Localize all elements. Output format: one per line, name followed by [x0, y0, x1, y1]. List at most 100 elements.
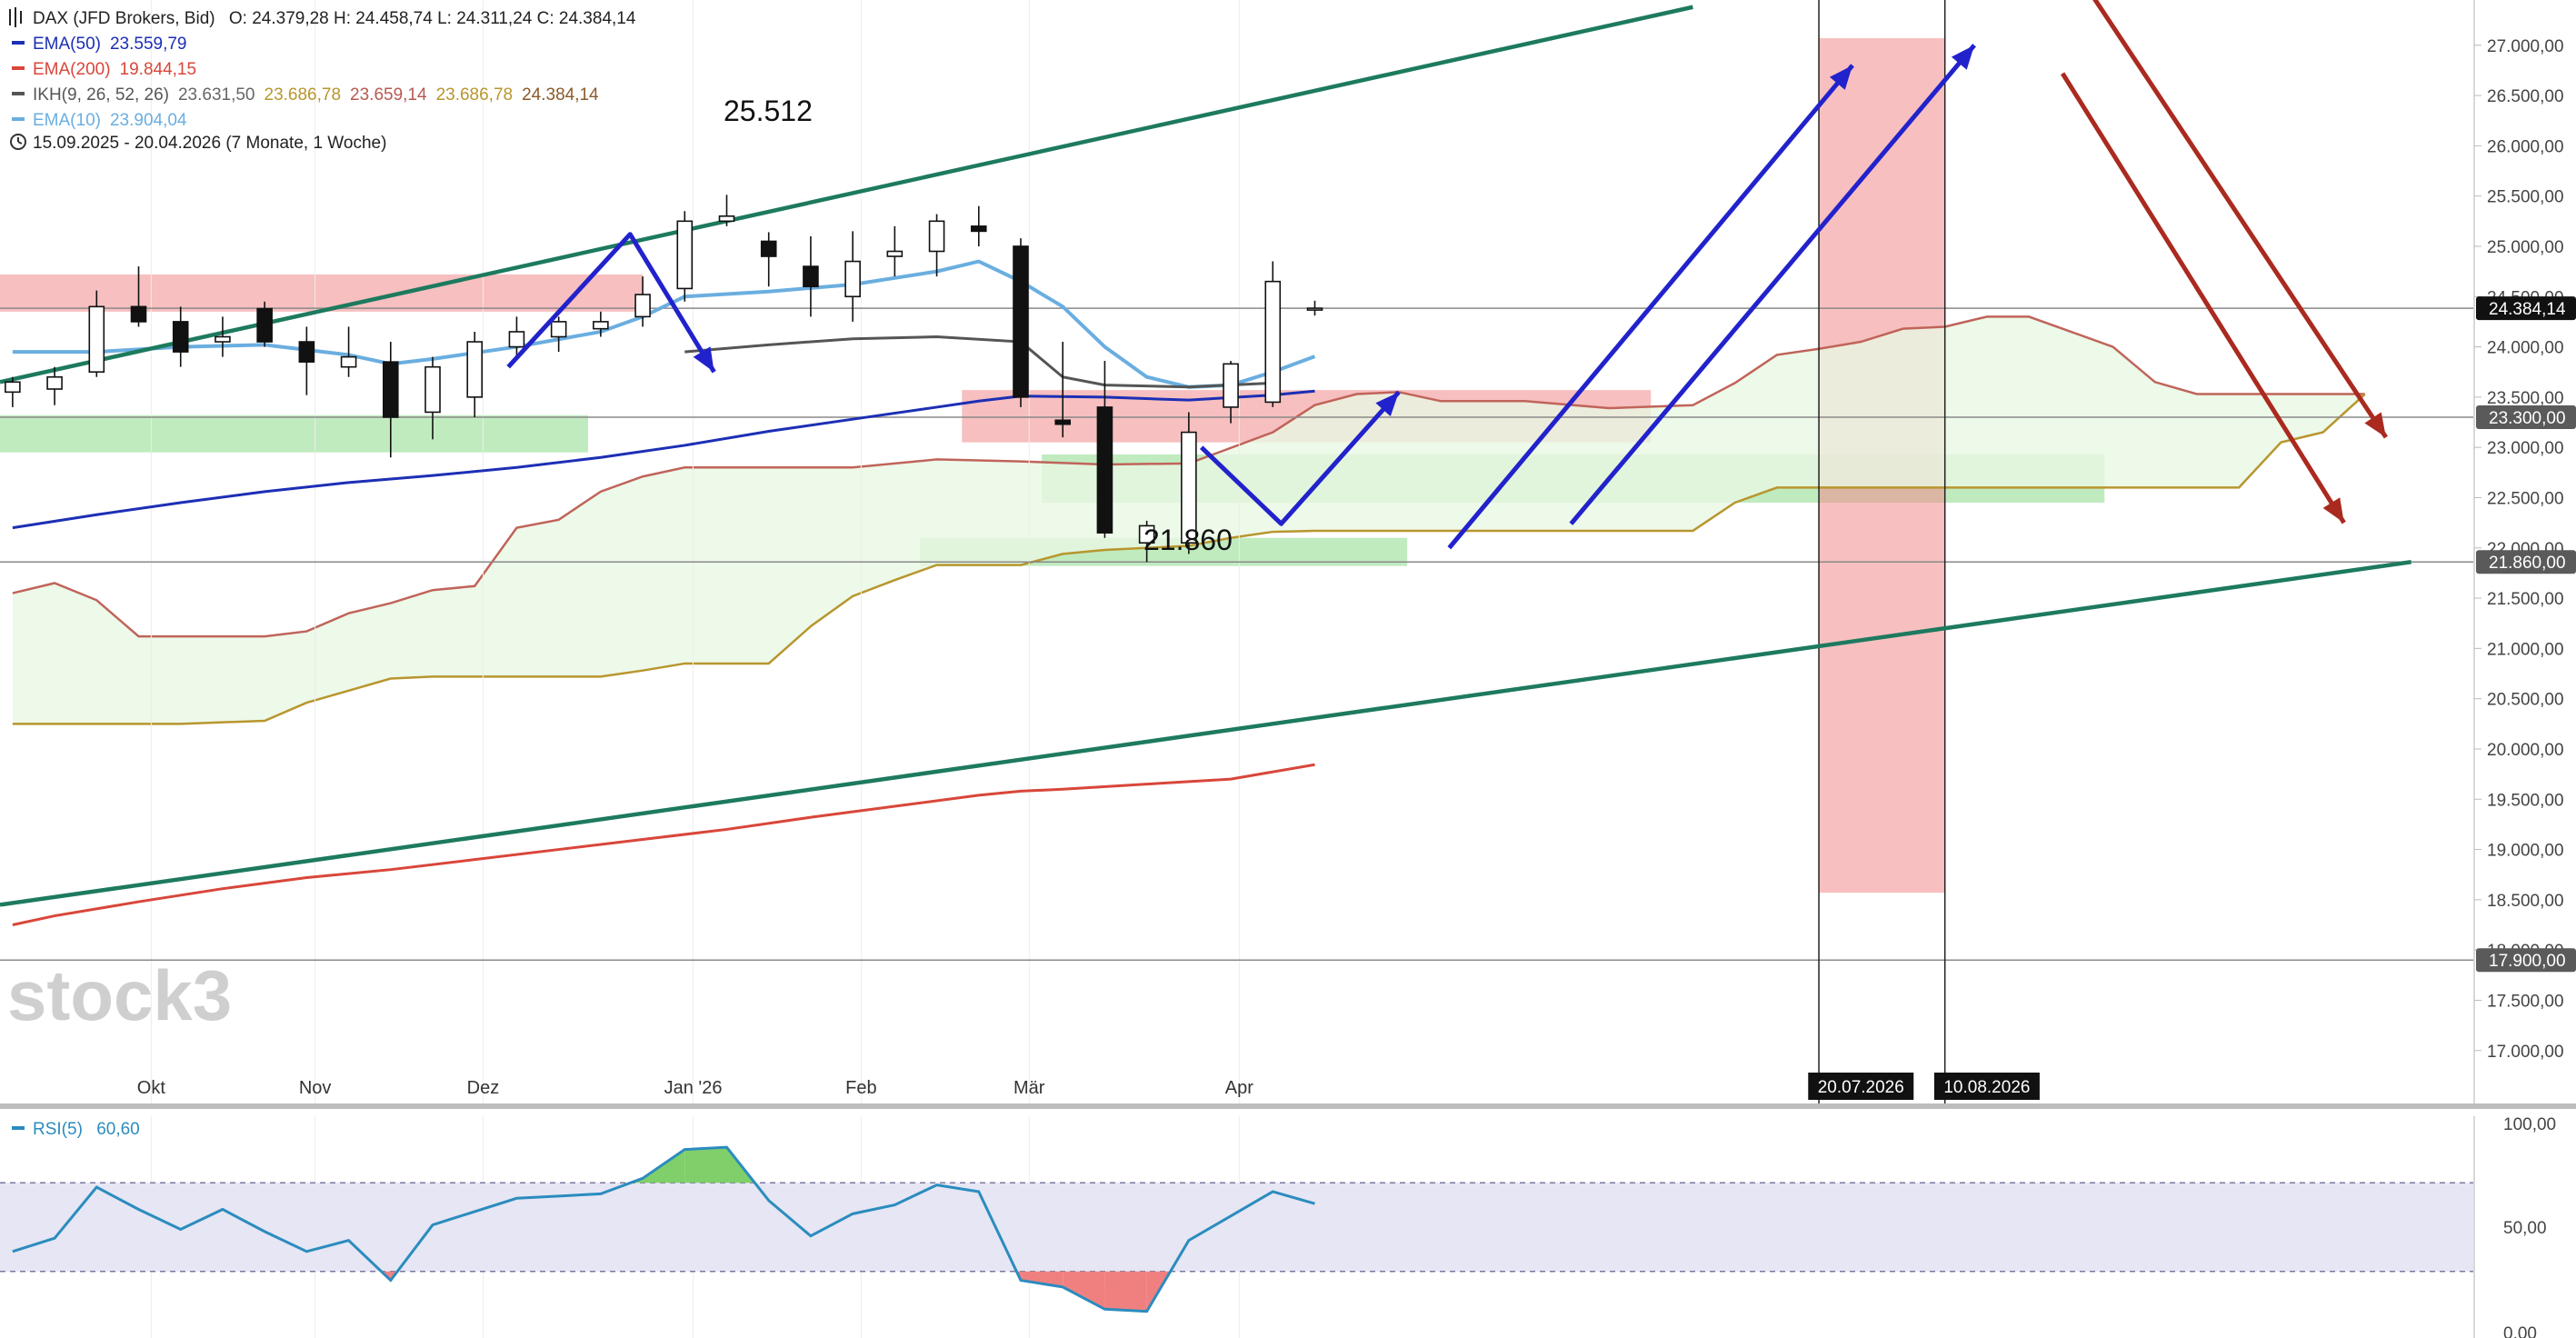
- price-tick-label-16: 25.000,00: [2487, 238, 2564, 257]
- candle-body-24: [1013, 245, 1029, 398]
- senkou-span-b-line: [12, 393, 2366, 725]
- channel-trendline-0: [0, 5, 1693, 384]
- month-label-4: Feb: [845, 1078, 876, 1098]
- candle-body-26: [1096, 406, 1113, 534]
- rsi-legend: RSI(5) 60,60: [12, 1120, 140, 1139]
- legend: DAX (JFD Brokers, Bid) O: 24.379,28 H: 2…: [9, 7, 636, 153]
- forecast-arrow-head-1: [1375, 392, 1399, 417]
- price-tick-label-13: 23.500,00: [2487, 389, 2564, 408]
- series-line-ema-50-: [12, 389, 1315, 530]
- candle-body-15: [634, 294, 651, 318]
- rsi-oversold-fill-25: [1063, 1271, 1105, 1310]
- forecast-arrow-head-0: [693, 346, 714, 373]
- trendlines-layer: [0, 5, 2411, 907]
- clock-icon: [10, 134, 26, 150]
- candle-body-8: [340, 355, 357, 368]
- month-label-5: Mär: [1013, 1078, 1045, 1098]
- forecast-arrow-2: [1447, 64, 1854, 550]
- candle-body-29: [1223, 363, 1239, 408]
- legend-item-value-2-4: 24.384,14: [522, 85, 599, 105]
- price-tag-box-2: [2476, 550, 2576, 574]
- price-tags: 24.384,14 23.300,00 21.860,00 17.900,00 20.0…: [1808, 296, 2576, 1100]
- rsi-neutral-band: [0, 1183, 2474, 1272]
- rsi-oversold-fill-26: [1104, 1271, 1147, 1312]
- price-tick-label-14: 24.000,00: [2487, 339, 2564, 358]
- legend-item-value-2-0: 23.631,50: [178, 85, 255, 105]
- forecast-arrow-4: [2092, 0, 2389, 439]
- price-tick-label-4: 19.000,00: [2487, 842, 2564, 861]
- price-tick-label-11: 22.500,00: [2487, 489, 2564, 508]
- rsi-legend-text: RSI(5) 60,60: [33, 1120, 140, 1139]
- price-tick-label-8: 21.000,00: [2487, 640, 2564, 659]
- legend-item-label-1: EMA(200): [33, 60, 111, 79]
- price-tag-box-0: [2476, 296, 2576, 321]
- candle-body-17: [718, 215, 735, 223]
- candle-body-27: [1138, 524, 1155, 544]
- time-axis[interactable]: Okt Nov Dez Jan '26 Feb Mär Apr: [137, 1078, 1253, 1098]
- high-annotation: 25.512: [724, 95, 813, 127]
- candle-body-4: [172, 321, 189, 353]
- price-tag-box-1: [2476, 404, 2576, 429]
- rsi-pane: RSI(5) 60,60 0,00 50,00 100,00: [0, 1115, 2556, 1338]
- rsi-legend-label: RSI(5): [33, 1120, 83, 1139]
- forecast-arrow-head-5: [2322, 497, 2344, 524]
- support-zone-2: [0, 414, 588, 453]
- price-tag-label-0: 24.384,14: [2489, 300, 2566, 319]
- candles-layer: [5, 195, 1323, 563]
- instrument-name: DAX (JFD Brokers, Bid): [33, 9, 215, 28]
- price-tick-label-6: 20.000,00: [2487, 741, 2564, 760]
- month-label-0: Okt: [137, 1078, 166, 1098]
- price-tag-label-2: 21.860,00: [2489, 554, 2566, 573]
- legend-item-label-0: EMA(50): [33, 35, 101, 54]
- price-tick-label-0: 17.000,00: [2487, 1043, 2564, 1062]
- rsi-overbought-fill-16: [684, 1147, 727, 1183]
- candle-body-16: [676, 220, 694, 290]
- price-tick-label-12: 23.000,00: [2487, 439, 2564, 458]
- candle-body-30: [1264, 280, 1282, 404]
- rsi-line: [12, 1145, 1315, 1313]
- series-line-ema-200-: [12, 763, 1315, 926]
- rsi-tick-label-1: 50,00: [2503, 1219, 2547, 1238]
- legend-item-value-2-2: 23.659,14: [350, 85, 427, 105]
- legend-item-value-3: 23.904,04: [110, 111, 187, 130]
- legend-item-1: EMA(200) 19.844,15: [33, 60, 196, 79]
- forecast-arrow-head-2: [1829, 65, 1853, 90]
- forecast-arrow-0: [506, 232, 716, 374]
- low-annotation: 21.860: [1143, 524, 1233, 556]
- forecast-arrow-3: [1569, 44, 1976, 525]
- grid-layer: [0, 0, 2474, 1338]
- channel-trendline-1: [0, 560, 2411, 907]
- candle-body-22: [928, 220, 945, 253]
- price-tag-box-3: [2476, 948, 2576, 973]
- date-tag-label-1: 10.08.2026: [1943, 1078, 2030, 1097]
- price-tick-label-19: 26.500,00: [2487, 87, 2564, 106]
- candle-body-28: [1181, 431, 1197, 544]
- candle-body-0: [5, 381, 21, 394]
- legend-item-3: EMA(10) 23.904,04: [33, 111, 187, 130]
- legend-item-value-1: 19.844,15: [120, 60, 197, 79]
- legend-items: EMA(50) 23.559,79 EMA(200) 19.844,15 IKH(9, …: [12, 35, 599, 130]
- instrument-icon[interactable]: [9, 7, 22, 27]
- candle-body-21: [886, 250, 904, 257]
- legend-item-value-2-3: 23.686,78: [436, 85, 514, 105]
- price-tick-label-1: 17.500,00: [2487, 992, 2564, 1011]
- candle-body-7: [298, 341, 315, 363]
- rsi-legend-value: 60,60: [96, 1120, 140, 1139]
- date-range: 15.09.2025 - 20.04.2026 (7 Monate, 1 Woc…: [33, 134, 386, 153]
- month-label-1: Nov: [299, 1078, 332, 1098]
- price-tick-label-17: 25.500,00: [2487, 188, 2564, 207]
- date-tag-box-1: [1933, 1073, 2040, 1100]
- legend-item-value-2-1: 23.686,78: [265, 85, 342, 105]
- series-line-ema-10-: [12, 259, 1316, 389]
- forecast-arrow-1: [1199, 390, 1401, 526]
- legend-item-label-2: IKH(9, 26, 52, 26): [33, 85, 169, 105]
- price-tick-label-5: 19.500,00: [2487, 791, 2564, 810]
- month-label-2: Dez: [467, 1078, 500, 1098]
- price-tag-label-3: 17.900,00: [2489, 952, 2566, 971]
- candle-body-14: [593, 321, 609, 330]
- rsi-oversold-fill-24: [1020, 1271, 1063, 1287]
- candle-body-12: [508, 331, 525, 348]
- forecast-arrow-head-4: [2364, 412, 2386, 438]
- candle-body-20: [844, 260, 861, 298]
